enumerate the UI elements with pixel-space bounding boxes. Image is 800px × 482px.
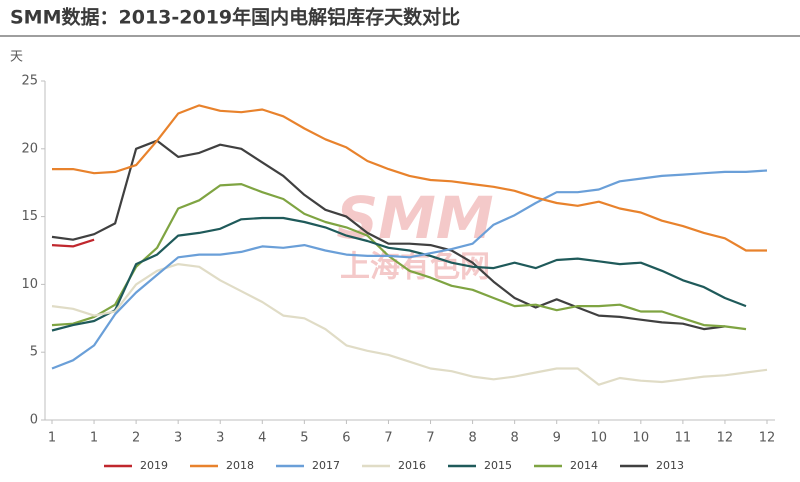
series-line: [51, 169, 768, 370]
legend-label: 2013: [656, 459, 684, 472]
x-tick-label: 12: [759, 431, 776, 446]
x-tick-label: 9: [553, 431, 561, 446]
x-tick-label: 6: [342, 431, 350, 446]
y-axis-label: 天: [10, 50, 23, 65]
legend-label: 2019: [140, 459, 168, 472]
chart-title: SMM数据：2013-2019年国内电解铝库存天数对比: [10, 6, 460, 29]
x-tick-label: 3: [216, 431, 224, 446]
x-tick-label: 1: [90, 431, 98, 446]
y-tick-label: 15: [21, 209, 38, 224]
legend-label: 2015: [484, 459, 512, 472]
x-tick-label: 4: [258, 431, 266, 446]
series-line: [52, 104, 767, 252]
series-line: [51, 263, 768, 386]
x-tick-label: 12: [717, 431, 734, 446]
x-tick-label: 10: [590, 431, 607, 446]
legend-label: 2017: [312, 459, 340, 472]
x-tick-label: 7: [384, 431, 392, 446]
x-tick-label: 10: [633, 431, 650, 446]
legend-label: 2016: [398, 459, 426, 472]
x-tick-label: 8: [468, 431, 476, 446]
series-line: [51, 139, 726, 331]
x-tick-label: 7: [426, 431, 434, 446]
x-tick-label: 5: [300, 431, 308, 446]
y-tick-label: 25: [21, 74, 38, 89]
watermark: SMM: [336, 184, 493, 252]
series-line: [51, 183, 747, 331]
y-tick-label: 20: [21, 141, 38, 156]
x-tick-label: 3: [174, 431, 182, 446]
series-line: [51, 238, 95, 248]
series-line: [51, 216, 747, 332]
y-tick-label: 10: [21, 277, 38, 292]
x-tick-label: 2: [132, 431, 140, 446]
x-tick-label: 1: [48, 431, 56, 446]
y-tick-label: 5: [30, 345, 38, 360]
x-tick-label: 11: [675, 431, 692, 446]
legend-label: 2018: [226, 459, 254, 472]
legend-label: 2014: [570, 459, 598, 472]
y-tick-label: 0: [30, 413, 38, 428]
legend: 2019 2018 2017 2016 2015 2014 2013: [104, 459, 684, 472]
x-tick-label: 8: [511, 431, 519, 446]
